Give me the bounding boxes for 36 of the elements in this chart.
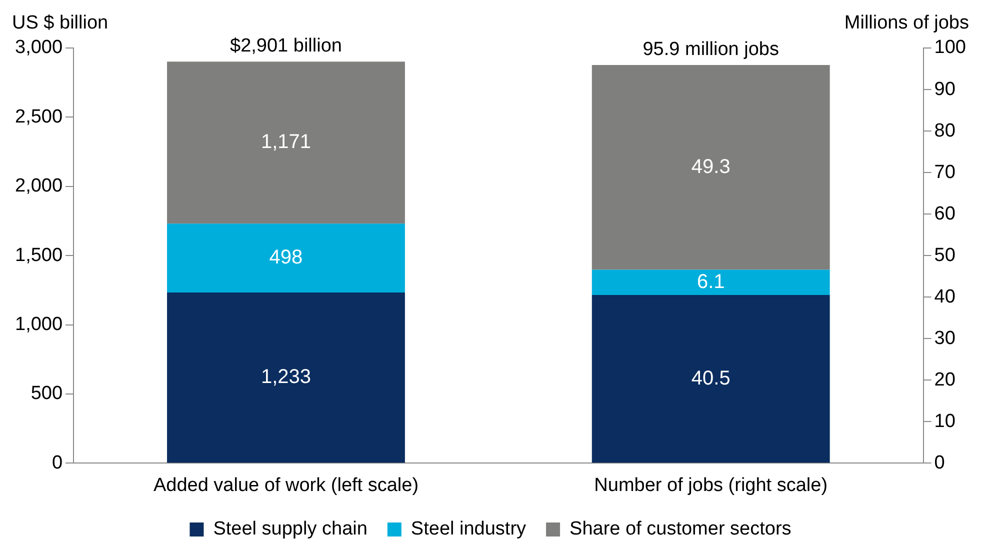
data-label: 1,233: [260, 366, 312, 388]
legend-label: Steel industry: [410, 518, 527, 540]
y-tick-label: 2,000: [15, 176, 63, 197]
y-tick-label: 0: [52, 452, 63, 474]
bar: [167, 292, 405, 463]
annotation: 95.9 million jobs: [642, 38, 779, 60]
y2-tick-label: 20: [934, 369, 956, 390]
legend-label: Steel supply chain: [213, 518, 368, 540]
data-label: 498: [269, 246, 303, 269]
y2-tick-label: 30: [934, 328, 956, 349]
x-tick-label: Added value of work (left scale): [153, 474, 419, 496]
y2-tick-label: 40: [934, 286, 956, 308]
data-label: 49.3: [691, 156, 730, 178]
y2-tick-label: 60: [934, 203, 956, 224]
y2-tick-label: 70: [934, 162, 956, 183]
y-tick-label: 1,000: [15, 314, 63, 336]
bar: [167, 62, 405, 224]
y-axis-title: US $ billion: [12, 12, 108, 34]
y2-tick-label: 0: [934, 452, 945, 474]
data-label: 1,171: [260, 131, 312, 154]
y-tick-label: 500: [30, 383, 63, 404]
annotation: $2,901 billion: [230, 35, 342, 56]
y2-tick-label: 80: [934, 120, 956, 142]
y2-tick-label: 10: [934, 410, 956, 432]
y2-tick-label: 90: [934, 78, 956, 100]
x-tick-label: Number of jobs (right scale): [594, 474, 828, 496]
legend-label: Share of customer sectors: [570, 518, 792, 540]
data-label: 6.1: [696, 270, 725, 293]
bar: [167, 224, 405, 293]
y2-tick-label: 50: [934, 244, 956, 266]
y-tick-label: 3,000: [15, 37, 63, 58]
y2-tick-label: 100: [934, 37, 966, 58]
y2-axis-title: Millions of jobs: [844, 12, 969, 34]
data-label: 40.5: [691, 367, 730, 390]
y-tick-label: 1,500: [15, 244, 63, 266]
y-tick-label: 2,500: [15, 106, 63, 128]
